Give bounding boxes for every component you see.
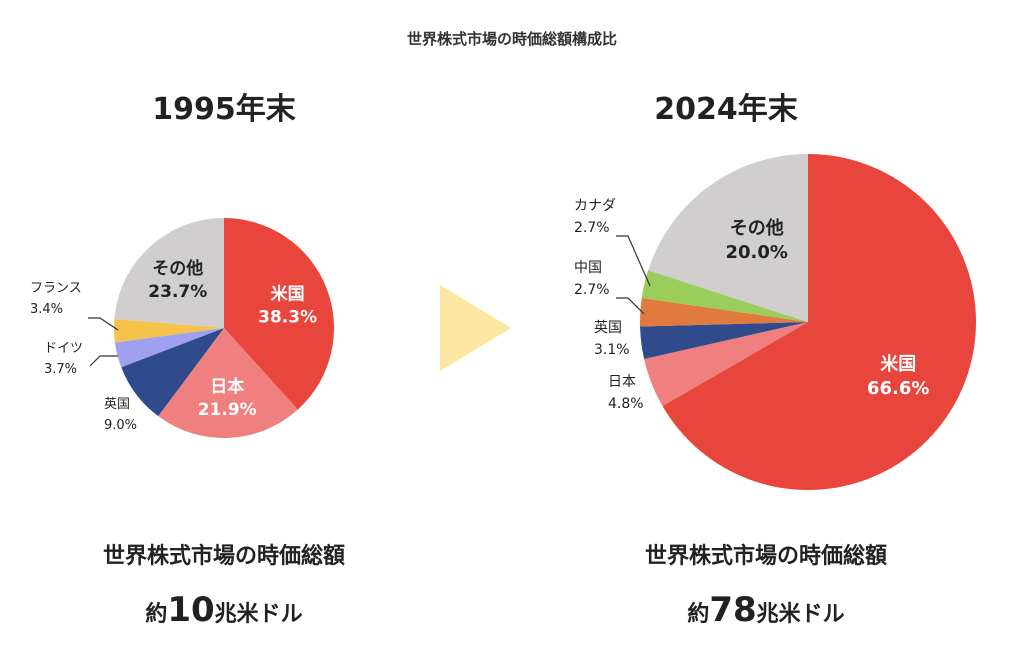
slice-label: 英国 xyxy=(594,319,622,336)
slice-value-label: 4.8% xyxy=(608,396,644,412)
slice-label: 日本 xyxy=(210,376,244,397)
slice-value-label: 3.4% xyxy=(30,302,63,317)
slice-value-label: 3.1% xyxy=(594,342,630,358)
slice-label: 米国 xyxy=(880,353,916,375)
slice-value-label: 21.9% xyxy=(198,400,257,420)
footer-prefix: 約 xyxy=(687,602,710,627)
leader-line xyxy=(88,317,119,331)
footer-caption-1995: 世界株式市場の時価総額 xyxy=(102,544,345,569)
pie-slice xyxy=(640,322,808,359)
pie-slice xyxy=(114,328,224,368)
slice-label: カナダ xyxy=(574,198,616,214)
slice-value-label: 23.7% xyxy=(148,282,207,302)
footer-number: 10 xyxy=(167,590,215,630)
pie-slice xyxy=(224,218,334,410)
pie-chart-1995: 米国 38.3% 日本 21.9% 英国 9.0% ドイツ 3.7% フランス 3.4% その他 23… xyxy=(30,218,334,438)
footer-unit: 兆米ドル xyxy=(214,602,303,627)
chart-title-2024: 2024年末 xyxy=(654,92,798,127)
slice-value-label: 66.6% xyxy=(867,378,929,399)
slice-value-label: 38.3% xyxy=(258,307,317,327)
slice-value-label: 2.7% xyxy=(574,220,610,236)
footer-total-2024: 約78兆米ドル xyxy=(556,590,976,630)
slice-value-label: 2.7% xyxy=(574,282,610,298)
slice-label: 中国 xyxy=(574,260,602,276)
slice-label: 英国 xyxy=(104,397,130,412)
pie-slice xyxy=(158,328,298,438)
slice-label: フランス xyxy=(30,281,82,296)
slice-label: ドイツ xyxy=(44,341,83,356)
pie-slice xyxy=(648,154,808,322)
slice-label: 日本 xyxy=(608,374,636,390)
leader-line xyxy=(89,355,118,367)
slice-value-label: 9.0% xyxy=(104,418,137,433)
footer-prefix: 約 xyxy=(145,602,168,627)
slice-value-label: 20.0% xyxy=(725,242,787,263)
slice-value-label: 3.7% xyxy=(44,362,77,377)
footer-number: 78 xyxy=(709,590,757,630)
pie-slice xyxy=(640,298,808,327)
slice-label: その他 xyxy=(152,258,203,279)
chart-title-1995: 1995年末 xyxy=(152,92,296,127)
pie-chart-2024: 米国 66.6% 日本 4.8% 英国 3.1% 中国 2.7% カナダ 2.7% その他 20.0% xyxy=(574,154,977,491)
footer-caption-2024: 世界株式市場の時価総額 xyxy=(644,544,887,569)
pie-slice xyxy=(644,322,808,406)
footer-total-1995: 約10兆米ドル xyxy=(14,590,434,630)
transition-arrow-icon xyxy=(440,285,511,371)
footer-unit: 兆米ドル xyxy=(756,602,845,627)
leader-line xyxy=(616,297,645,315)
pie-slice xyxy=(114,218,224,328)
page-title: 世界株式市場の時価総額構成比 xyxy=(406,30,617,48)
pie-slice xyxy=(113,319,224,343)
slice-label: その他 xyxy=(730,217,784,239)
pie-slice xyxy=(662,154,977,491)
pie-slice xyxy=(121,328,224,417)
leader-line xyxy=(616,235,651,287)
pie-slice xyxy=(641,270,808,322)
slice-label: 米国 xyxy=(271,283,305,304)
